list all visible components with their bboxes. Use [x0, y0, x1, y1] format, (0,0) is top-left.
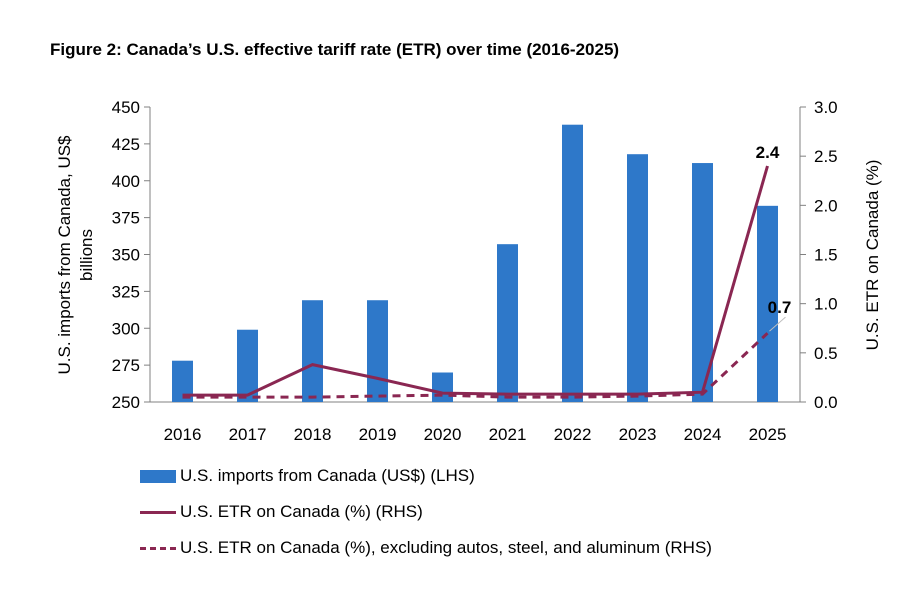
right-tick-label: 0.0 — [814, 393, 838, 412]
right-tick-label: 1.5 — [814, 246, 838, 265]
x-tick-labels: 2016 2017 2018 2019 2020 2021 2022 2023 2024 2025 — [164, 425, 787, 444]
bar-series — [172, 124, 778, 402]
bar — [692, 163, 713, 402]
bar — [627, 154, 648, 402]
left-tick-label: 400 — [112, 172, 140, 191]
annotation-etr-2025: 2.4 — [756, 143, 780, 162]
right-tick-label: 3.0 — [814, 98, 838, 117]
right-tick-label: 1.0 — [814, 295, 838, 314]
x-tick-label: 2016 — [164, 425, 202, 444]
x-tick-label: 2023 — [619, 425, 657, 444]
annotations: 2.4 0.7 — [756, 143, 792, 317]
left-tick-label: 425 — [112, 135, 140, 154]
legend-swatch-dashed — [140, 546, 176, 550]
legend-label-etr-excl: U.S. ETR on Canada (%), excluding autos,… — [180, 538, 712, 557]
annotation-leader-line — [769, 316, 786, 332]
right-tick-label: 0.5 — [814, 344, 838, 363]
bar — [757, 205, 778, 402]
chart-title: Figure 2: Canada’s U.S. effective tariff… — [50, 40, 620, 59]
bar — [172, 360, 193, 402]
x-tick-label: 2020 — [424, 425, 462, 444]
legend-item-imports: U.S. imports from Canada (US$) (LHS) — [140, 458, 712, 494]
x-tick-label: 2018 — [294, 425, 332, 444]
x-tick-label: 2022 — [554, 425, 592, 444]
etr-excl-line — [182, 332, 769, 399]
legend-swatch-line — [140, 510, 176, 514]
legend: U.S. imports from Canada (US$) (LHS) U.S… — [140, 458, 712, 566]
x-tick-label: 2024 — [684, 425, 722, 444]
bar — [237, 329, 258, 402]
right-tick-label: 2.5 — [814, 147, 838, 166]
bar — [367, 300, 388, 402]
left-tick-label: 375 — [112, 209, 140, 228]
bar — [497, 244, 518, 402]
left-tick-label: 350 — [112, 246, 140, 265]
bar — [302, 300, 323, 402]
right-tick-labels: 0.0 0.5 1.0 1.5 2.0 2.5 3.0 — [800, 98, 838, 412]
bar — [562, 124, 583, 402]
left-tick-label: 300 — [112, 319, 140, 338]
legend-item-etr-excl: U.S. ETR on Canada (%), excluding autos,… — [140, 530, 712, 566]
legend-label-imports: U.S. imports from Canada (US$) (LHS) — [180, 466, 475, 485]
x-tick-label: 2025 — [749, 425, 787, 444]
left-axis-title-line1: U.S. imports from Canada, US$ — [55, 135, 74, 375]
right-axis-title: U.S. ETR on Canada (%) — [863, 160, 882, 351]
annotation-etr-excl-2025: 0.7 — [768, 298, 792, 317]
left-tick-label: 450 — [112, 98, 140, 117]
x-tick-label: 2021 — [489, 425, 527, 444]
left-axis-title-line2: billions — [77, 229, 96, 281]
legend-swatch-bar — [140, 469, 176, 483]
x-tick-label: 2017 — [229, 425, 267, 444]
right-tick-label: 2.0 — [814, 196, 838, 215]
etr-line — [182, 165, 769, 397]
left-tick-label: 250 — [112, 393, 140, 412]
left-tick-labels: 250 275 300 325 350 375 400 425 450 — [112, 98, 150, 412]
left-tick-label: 325 — [112, 282, 140, 301]
bar — [432, 372, 453, 402]
legend-item-etr: U.S. ETR on Canada (%) (RHS) — [140, 494, 712, 530]
legend-label-etr: U.S. ETR on Canada (%) (RHS) — [180, 502, 423, 521]
left-tick-label: 275 — [112, 356, 140, 375]
x-tick-label: 2019 — [359, 425, 397, 444]
